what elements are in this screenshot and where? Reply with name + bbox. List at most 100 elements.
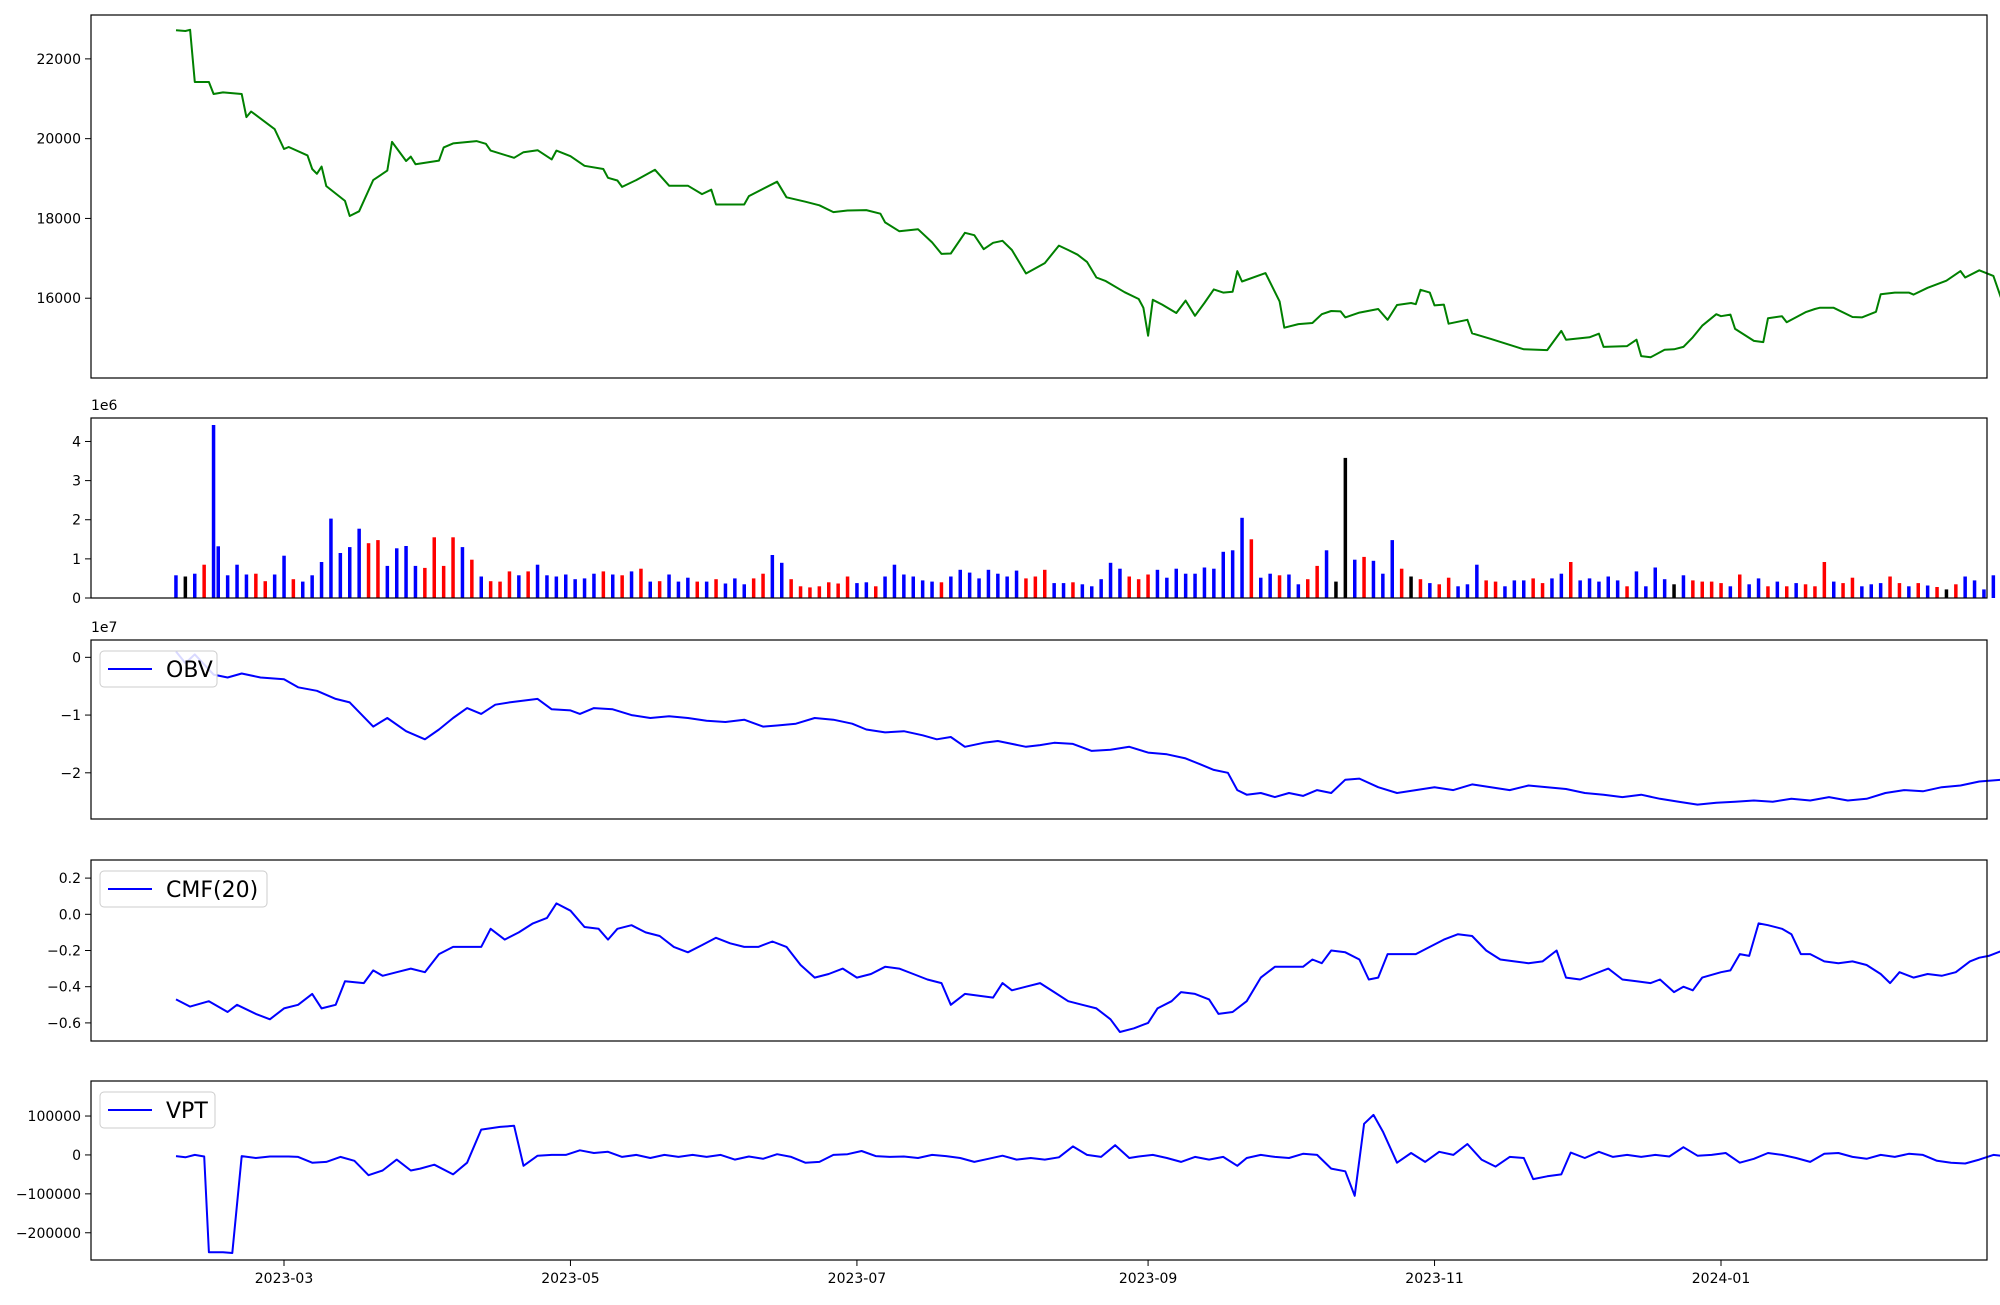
- volume-bar: [1785, 586, 1789, 598]
- volume-bar: [488, 581, 493, 598]
- volume-bar: [1174, 568, 1178, 598]
- volume-bar: [554, 576, 559, 598]
- volume-bar: [1249, 539, 1254, 598]
- volume-bar: [385, 565, 390, 598]
- volume-bar: [667, 574, 671, 598]
- volume-bar: [1202, 567, 1207, 598]
- x-tick-label: 2023-07: [828, 1271, 887, 1287]
- volume-bar: [1916, 583, 1920, 598]
- volume-bar: [1719, 583, 1723, 598]
- volume-bar: [611, 574, 615, 598]
- volume-bar: [545, 575, 549, 598]
- y-tick-label: 4: [72, 434, 81, 450]
- volume-bar: [1230, 550, 1235, 598]
- y-tick-label: 0: [72, 1148, 81, 1164]
- volume-bar: [789, 579, 793, 598]
- volume-bar: [770, 555, 775, 598]
- volume-bar: [1935, 587, 1939, 598]
- volume-bar: [1428, 583, 1432, 598]
- volume-bar: [714, 579, 718, 598]
- volume-bar: [470, 559, 474, 598]
- volume-bar: [1794, 583, 1798, 598]
- volume-bar: [310, 575, 314, 598]
- axes-frame: [90, 14, 1988, 379]
- volume-bar: [1766, 586, 1770, 598]
- volume-bar: [592, 573, 596, 598]
- volume-bar: [958, 569, 962, 598]
- volume-bar: [1681, 575, 1686, 598]
- volume-bar: [319, 562, 324, 598]
- y-tick-label: 18000: [36, 211, 81, 227]
- volume-bar: [629, 571, 634, 598]
- y-tick-label: 0.0: [59, 907, 81, 923]
- legend-label: VPT: [166, 1099, 208, 1124]
- volume-bar: [301, 581, 305, 598]
- volume-bar: [404, 546, 408, 598]
- y-tick-label: 100000: [28, 1109, 81, 1125]
- volume-bar: [1606, 576, 1610, 598]
- volume-bar: [479, 576, 483, 598]
- volume-bar: [498, 581, 502, 598]
- volume-bar: [1954, 584, 1958, 598]
- series-line-cmf-20-: [175, 902, 2000, 1033]
- y-tick-label: −2: [60, 766, 81, 782]
- x-tick-label: 2023-09: [1119, 1271, 1178, 1287]
- volume-bar: [648, 581, 652, 598]
- axes-frame: [90, 639, 1988, 820]
- volume-bar: [892, 564, 897, 598]
- volume-bar: [1775, 581, 1780, 598]
- volume-bar: [272, 574, 277, 598]
- volume-bar: [1531, 578, 1535, 598]
- volume-bar: [423, 567, 427, 598]
- volume-bar: [1371, 560, 1376, 598]
- volume-bar: [1399, 568, 1404, 598]
- volume-bar: [1569, 562, 1573, 598]
- volume-bar: [751, 578, 756, 598]
- volume-bar: [1118, 568, 1122, 598]
- y-tick-label: 0: [72, 591, 81, 607]
- volume-bar: [1625, 586, 1629, 598]
- legend-label: CMF(20): [166, 878, 258, 903]
- volume-bar: [601, 571, 606, 598]
- volume-bar: [1014, 570, 1019, 598]
- volume-bar: [1982, 589, 1986, 598]
- x-tick-label: 2024-01: [1692, 1271, 1751, 1287]
- volume-bar: [836, 583, 840, 598]
- volume-bar: [211, 425, 216, 598]
- volume-bar: [1850, 577, 1855, 598]
- volume-bar: [639, 568, 643, 598]
- volume-bar: [338, 553, 343, 598]
- volume-bar: [733, 578, 737, 598]
- volume-bar: [1418, 579, 1423, 598]
- volume-bar: [949, 576, 953, 598]
- volume-bar: [1597, 581, 1601, 598]
- volume-bar: [291, 579, 296, 598]
- volume-bar: [1484, 580, 1488, 598]
- volume-bar: [977, 578, 981, 598]
- volume-bar: [808, 587, 812, 598]
- volume-bar: [827, 582, 831, 598]
- volume-bar: [1709, 581, 1714, 598]
- volume-bar: [1747, 584, 1751, 598]
- volume-bar: [1550, 578, 1554, 598]
- volume-bar: [413, 565, 418, 598]
- volume-bar: [1324, 550, 1329, 598]
- volume-bar: [939, 582, 944, 598]
- volume-bar: [1728, 586, 1733, 598]
- y-tick-label: 0: [72, 650, 81, 666]
- volume-bar: [1540, 583, 1545, 598]
- volume-bar: [676, 581, 681, 598]
- volume-bar: [329, 518, 333, 598]
- volume-bar: [1099, 579, 1103, 598]
- volume-bar: [460, 547, 465, 598]
- volume-bar: [282, 555, 286, 598]
- volume-bar: [1043, 569, 1047, 598]
- volume-bar: [1662, 579, 1667, 598]
- axes-frame: [90, 859, 1988, 1042]
- volume-bar: [1353, 559, 1357, 598]
- volume-bar: [1841, 583, 1845, 598]
- volume-bar: [1822, 562, 1827, 598]
- volume-bar: [911, 576, 915, 598]
